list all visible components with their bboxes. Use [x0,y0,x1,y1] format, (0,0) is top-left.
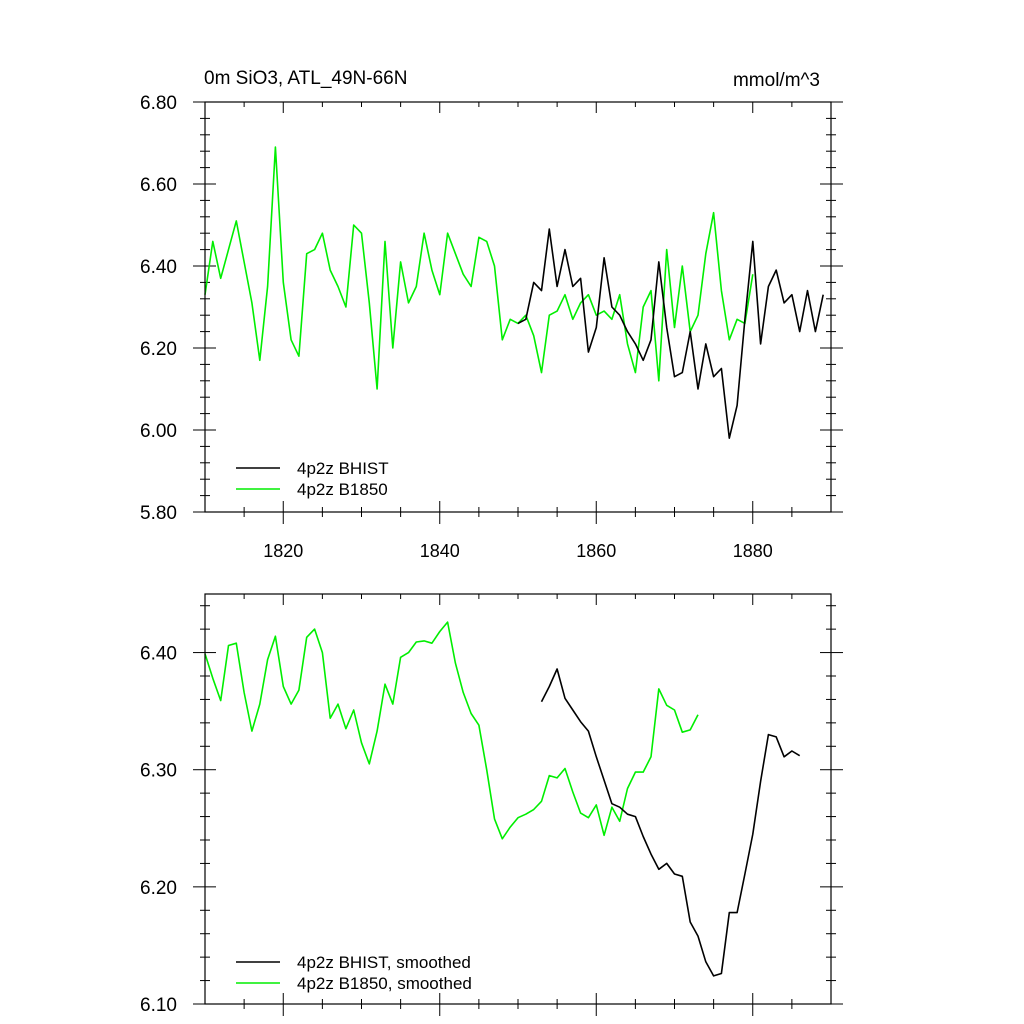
top-panel-title: 0m SiO3, ATL_49N-66N [204,68,407,89]
series-line-4p2z-bhist [517,228,824,440]
legend-label-b1850-smoothed: 4p2z B1850, smoothed [297,974,472,993]
top-panel-legend: 4p2z BHIST 4p2z B1850 [236,459,389,499]
top-panel-series [204,146,824,440]
x-tick-label: 1860 [576,541,616,561]
top-panel-units: mmol/m^3 [733,70,820,91]
bottom-panel-series [204,621,801,977]
series-line-4p2z-b1850-smoothed [204,621,699,840]
y-tick-label: 6.40 [140,257,177,278]
top-panel-axes: 1820 1840 1860 1880 5.80 6.00 6.20 6.40 6.60 6.80 [140,93,843,561]
y-tick-label: 6.20 [140,339,177,360]
bottom-panel: 6.10 6.20 6.30 6.40 4p2z BHIST, smoothed 4p… [140,593,843,1016]
y-tick-label: 6.60 [140,175,177,196]
top-panel: 0m SiO3, ATL_49N-66N mmol/m^3 1820 1840 18… [140,68,843,561]
y-tick-label: 6.80 [140,93,177,114]
bottom-panel-legend: 4p2z BHIST, smoothed 4p2z B1850, smoothe… [236,953,472,993]
series-line-4p2z-bhist-smoothed [540,668,801,977]
y-tick-label: 6.40 [140,644,177,665]
y-tick-label: 5.80 [140,503,177,524]
y-tick-label: 6.20 [140,878,177,899]
legend-label-bhist: 4p2z BHIST [297,459,389,478]
legend-label-bhist-smoothed: 4p2z BHIST, smoothed [297,953,471,972]
x-tick-label: 1840 [420,541,460,561]
top-panel-frame [204,101,832,513]
y-tick-label: 6.10 [140,995,177,1016]
bottom-panel-frame [204,593,832,1005]
y-tick-label: 6.30 [140,761,177,782]
series-line-4p2z-b1850 [204,146,754,390]
x-tick-label: 1820 [263,541,303,561]
y-tick-label: 6.00 [140,421,177,442]
x-tick-label: 1880 [733,541,773,561]
legend-label-b1850: 4p2z B1850 [297,480,388,499]
